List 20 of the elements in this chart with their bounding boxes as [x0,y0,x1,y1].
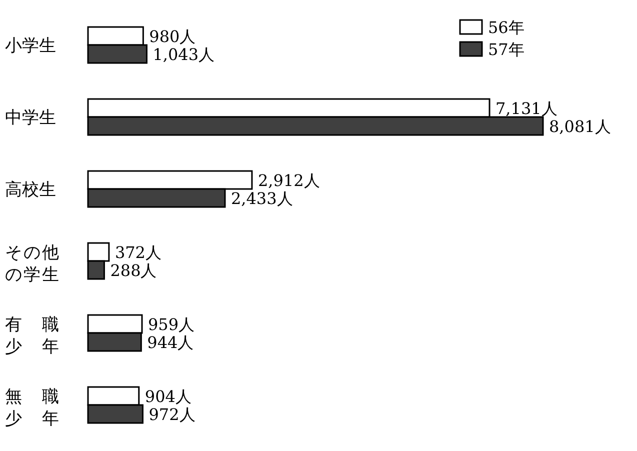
data-label: 980人 [149,27,196,46]
data-label: 2,433人 [230,189,293,208]
legend-label: 56年 [488,18,524,37]
data-label: 904人 [144,387,192,406]
y-tick-label: 小学生 [5,36,56,56]
legend-label: 57年 [488,40,524,59]
y-tick-label: 高校生 [5,180,56,200]
data-label: 1,043人 [152,45,215,64]
data-label: 7,131人 [496,99,558,118]
data-label: 2,912人 [258,171,320,190]
data-label: 288人 [110,261,157,280]
data-label: 972人 [148,405,196,424]
y-tick-label: 中学生 [5,108,56,128]
y-tick-label: 無職少年 [5,387,59,429]
data-label: 944人 [147,333,194,352]
y-tick-label: その他の学生 [5,243,59,285]
y-tick-label: 有職少年 [5,315,59,357]
data-label: 372人 [114,243,162,262]
data-label: 8,081人 [549,117,611,136]
data-label: 959人 [148,315,195,334]
